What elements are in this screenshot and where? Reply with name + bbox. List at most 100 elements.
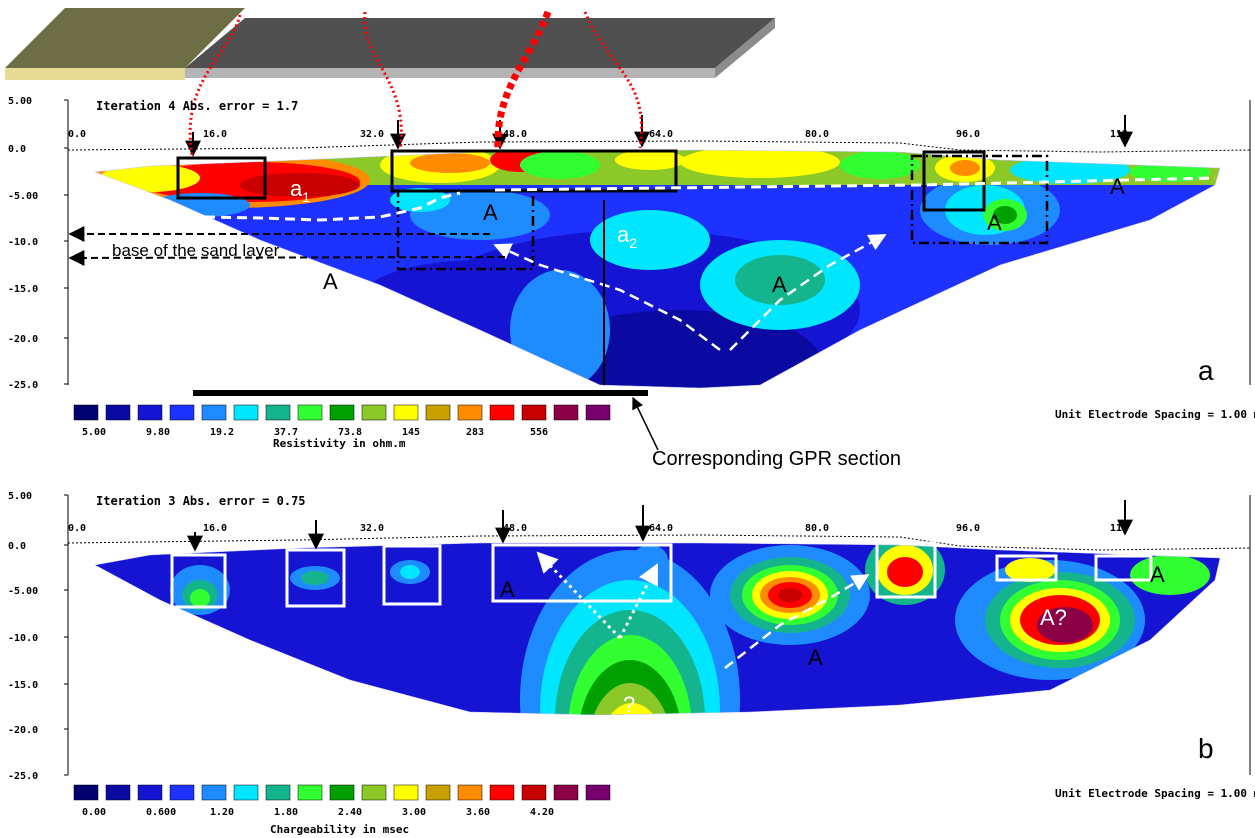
x-tick-label: 0.0 <box>68 129 86 140</box>
legend-swatch <box>425 404 451 421</box>
legend-value: 283 <box>466 427 484 438</box>
legend-swatch <box>201 404 227 421</box>
y-tick-label: -10.0 <box>8 237 38 248</box>
iteration-label-b: Iteration 3 Abs. error = 0.75 <box>96 494 306 508</box>
y-tick-label: -25.0 <box>8 380 38 391</box>
label-A-3: A <box>772 272 787 297</box>
legend-swatch <box>297 404 323 421</box>
legend-swatch <box>361 784 387 801</box>
legend-swatch <box>457 404 483 421</box>
legend-value: 3.60 <box>466 807 490 818</box>
x-tick-label: 64.0 <box>649 129 673 140</box>
legend-swatch <box>169 404 195 421</box>
y-tick-label: 5.00 <box>8 96 32 107</box>
legend-swatch <box>457 784 483 801</box>
topography-b <box>67 534 1251 551</box>
y-ticks-a: 5.00 0.0 -5.00 -10.0 -15.0 -20.0 -25.0 <box>8 96 68 391</box>
y-tick-label: -5.00 <box>8 191 38 202</box>
x-tick-label: 32.0 <box>360 129 384 140</box>
label-B-q: ? <box>623 692 635 717</box>
x-tick-label: 48.0 <box>503 129 527 140</box>
legend-value: 0.600 <box>146 807 176 818</box>
label-A-1: A <box>483 200 498 225</box>
label-a1: a1 <box>290 176 310 205</box>
dashdot-box-1 <box>396 189 535 271</box>
box-a1 <box>176 156 267 200</box>
legend-swatch <box>585 784 611 801</box>
x-tick-label: 80.0 <box>805 523 829 534</box>
x-tick-label: 80.0 <box>805 129 829 140</box>
x-tick-label: 96.0 <box>956 523 980 534</box>
x-tick-label: 96.0 <box>956 129 980 140</box>
legend-swatch <box>137 404 163 421</box>
legend-swatch <box>169 784 195 801</box>
legend-swatch <box>521 404 547 421</box>
label-B-A-1: A <box>500 577 515 602</box>
label-B-Aq: A? <box>1040 605 1067 630</box>
electrode-arrows-b <box>187 500 1133 552</box>
legend-swatch <box>297 784 323 801</box>
legend-value: 1.80 <box>274 807 298 818</box>
legend-swatch <box>585 404 611 421</box>
red-dotted-connectors <box>188 10 643 156</box>
topography-a <box>67 140 1251 153</box>
legend-swatch <box>329 404 355 421</box>
x-tick-label: 0.0 <box>68 523 86 534</box>
legend-swatch <box>201 784 227 801</box>
resistivity-legend: 5.00 9.80 19.2 37.7 73.8 145 283 556 <box>73 404 611 438</box>
y-tick-label: -15.0 <box>8 680 38 691</box>
y-tick-label: 0.0 <box>8 144 26 155</box>
y-tick-label: -25.0 <box>8 771 38 782</box>
x-ticks-a: 0.0 16.0 32.0 48.0 64.0 80.0 96.0 112 <box>68 129 1128 140</box>
panel-letter-a: a <box>1198 355 1214 386</box>
gpr-arrow <box>632 396 659 451</box>
x-tick-label: 48.0 <box>503 523 527 534</box>
label-B-A-2: A <box>808 645 823 670</box>
legend-value: 5.00 <box>82 427 106 438</box>
x-ticks-b: 0.0 16.0 32.0 48.0 64.0 80.0 96.0 112 <box>68 523 1128 534</box>
legend-swatch <box>233 404 259 421</box>
legend-value: 1.20 <box>210 807 234 818</box>
legend-swatch <box>489 784 515 801</box>
legend-swatch <box>425 784 451 801</box>
x-tick-label: 16.0 <box>203 129 227 140</box>
legend-swatch <box>233 784 259 801</box>
label-a2: a2 <box>617 222 637 251</box>
x-tick-label: 32.0 <box>360 523 384 534</box>
legend-value: 145 <box>402 427 420 438</box>
legend-value: 73.8 <box>338 427 362 438</box>
legend-value: 0.00 <box>82 807 106 818</box>
legend-value: 9.80 <box>146 427 170 438</box>
legend-swatch <box>73 404 99 421</box>
legend-swatch <box>73 784 99 801</box>
legend-title-a: Resistivity in ohm.m <box>273 437 406 450</box>
label-B-A-3: A <box>1150 562 1165 587</box>
x-tick-label: 64.0 <box>649 523 673 534</box>
label-A-4: A <box>987 210 1002 235</box>
y-ticks-b: 5.00 0.0 -5.00 -10.0 -15.0 -20.0 -25.0 <box>8 491 68 782</box>
legend-swatch <box>393 404 419 421</box>
legend-swatch <box>489 404 515 421</box>
legend-swatch <box>393 784 419 801</box>
legend-swatch <box>553 404 579 421</box>
legend-swatch <box>265 784 291 801</box>
legend-swatch <box>521 784 547 801</box>
panel-letter-b: b <box>1198 733 1214 764</box>
dashdot-box-2 <box>910 154 1049 245</box>
label-A-5: A <box>1110 174 1125 199</box>
legend-swatch <box>329 784 355 801</box>
y-tick-label: -10.0 <box>8 633 38 644</box>
legend-swatch <box>105 784 131 801</box>
white-boxes-b <box>170 541 1153 609</box>
legend-swatch <box>265 404 291 421</box>
legend-value: 556 <box>530 427 548 438</box>
road-pavement <box>5 8 775 80</box>
legend-value: 19.2 <box>210 427 234 438</box>
y-tick-label: 0.0 <box>8 541 26 552</box>
a-labels-panel-a: a1 a2 A A A A A <box>290 174 1125 297</box>
gpr-label: Corresponding GPR section <box>652 448 901 470</box>
unit-spacing-a: Unit Electrode Spacing = 1.00 m. <box>1055 408 1255 421</box>
x-tick-label: 16.0 <box>203 523 227 534</box>
sand-base-label: base of the sand layer <box>112 241 280 260</box>
legend-value: 3.00 <box>402 807 426 818</box>
